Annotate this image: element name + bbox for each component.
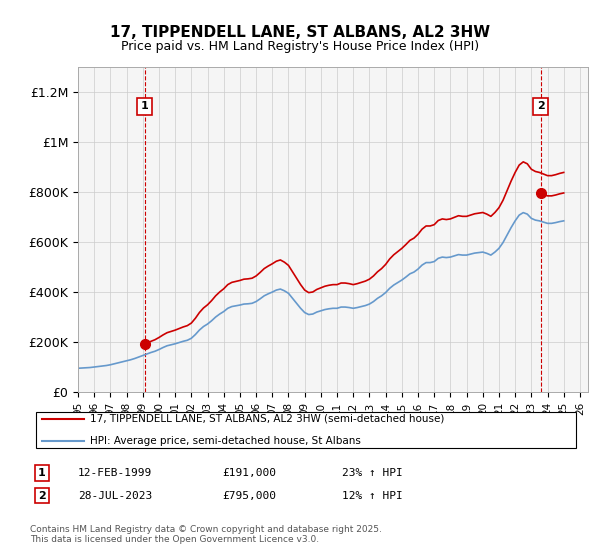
- Text: HPI: Average price, semi-detached house, St Albans: HPI: Average price, semi-detached house,…: [90, 436, 361, 446]
- Text: Contains HM Land Registry data © Crown copyright and database right 2025.
This d: Contains HM Land Registry data © Crown c…: [30, 525, 382, 544]
- Text: £191,000: £191,000: [222, 468, 276, 478]
- Text: 28-JUL-2023: 28-JUL-2023: [78, 491, 152, 501]
- Text: 1: 1: [38, 468, 46, 478]
- Text: 1: 1: [141, 101, 149, 111]
- Text: 12-FEB-1999: 12-FEB-1999: [78, 468, 152, 478]
- Text: 2: 2: [38, 491, 46, 501]
- Text: 17, TIPPENDELL LANE, ST ALBANS, AL2 3HW (semi-detached house): 17, TIPPENDELL LANE, ST ALBANS, AL2 3HW …: [90, 414, 445, 424]
- Text: 17, TIPPENDELL LANE, ST ALBANS, AL2 3HW: 17, TIPPENDELL LANE, ST ALBANS, AL2 3HW: [110, 25, 490, 40]
- Text: Price paid vs. HM Land Registry's House Price Index (HPI): Price paid vs. HM Land Registry's House …: [121, 40, 479, 53]
- Text: 12% ↑ HPI: 12% ↑ HPI: [342, 491, 403, 501]
- Text: 23% ↑ HPI: 23% ↑ HPI: [342, 468, 403, 478]
- Text: £795,000: £795,000: [222, 491, 276, 501]
- Text: 2: 2: [536, 101, 544, 111]
